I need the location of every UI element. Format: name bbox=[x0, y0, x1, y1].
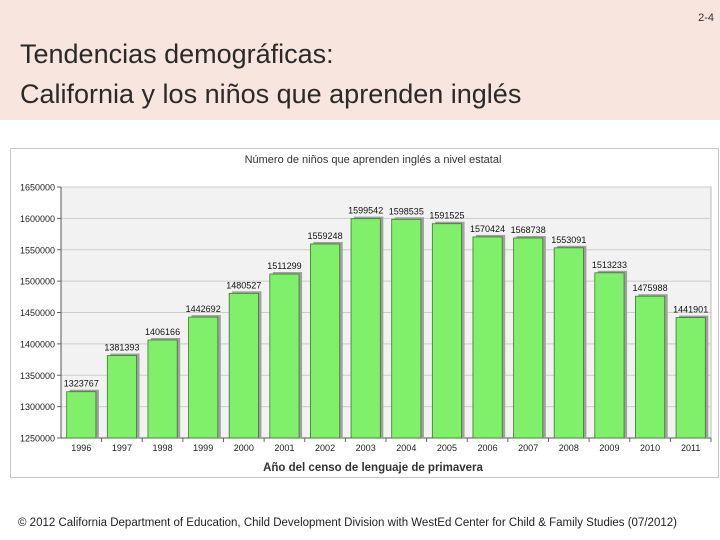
bar-value-label: 1513233 bbox=[592, 260, 627, 270]
slide-title: Tendencias demográficas: California y lo… bbox=[20, 34, 710, 114]
x-tick-label: 2004 bbox=[396, 443, 416, 453]
x-tick-label: 2009 bbox=[599, 443, 619, 453]
x-tick-label: 1997 bbox=[112, 443, 132, 453]
slide-title-line-2: California y los niños que aprenden ingl… bbox=[20, 79, 522, 109]
footer-credit: © 2012 California Department of Educatio… bbox=[18, 517, 677, 529]
slide-number: 2-4 bbox=[698, 12, 714, 24]
x-tick-label: 2001 bbox=[274, 443, 294, 453]
x-tick-label: 2011 bbox=[681, 443, 700, 453]
bar-value-label: 1511299 bbox=[267, 261, 301, 271]
bar-value-label: 1599542 bbox=[348, 206, 383, 216]
x-tick-label: 2003 bbox=[356, 443, 376, 453]
bar-value-label: 1570424 bbox=[470, 224, 505, 234]
bar-value-label: 1475988 bbox=[633, 283, 668, 293]
bar bbox=[431, 223, 462, 439]
bar bbox=[147, 339, 178, 439]
chart-container: Número de niños que aprenden inglés a ni… bbox=[10, 148, 719, 478]
bar-value-label: 1598535 bbox=[389, 206, 424, 216]
bar bbox=[635, 295, 666, 439]
y-tick-label: 1450000 bbox=[20, 308, 55, 318]
y-tick-label: 1350000 bbox=[20, 371, 55, 381]
y-tick-label: 1250000 bbox=[20, 434, 55, 444]
y-tick-label: 1500000 bbox=[20, 277, 55, 287]
bar-value-label: 1568738 bbox=[511, 225, 546, 235]
x-tick-label: 2005 bbox=[437, 443, 457, 453]
y-tick-label: 1550000 bbox=[20, 245, 55, 255]
bar-value-label: 1406166 bbox=[145, 327, 180, 337]
x-tick-label: 2008 bbox=[559, 443, 579, 453]
bar bbox=[675, 317, 706, 439]
chart-title: Número de niños que aprenden inglés a ni… bbox=[245, 154, 502, 166]
x-tick-label: 2010 bbox=[640, 443, 660, 453]
y-tick-label: 1300000 bbox=[20, 402, 55, 412]
plot-area: 1250000 1300000 1350000 1400000 1450000 15000… bbox=[20, 183, 712, 453]
y-tick-label: 1600000 bbox=[20, 214, 55, 224]
y-tick-label: 1400000 bbox=[20, 339, 55, 349]
bar-value-label: 1381393 bbox=[104, 343, 139, 353]
bar bbox=[594, 272, 625, 439]
bar-chart: Número de niños que aprenden inglés a ni… bbox=[20, 154, 712, 474]
x-tick-label: 2006 bbox=[478, 443, 498, 453]
bar bbox=[513, 237, 544, 439]
bar bbox=[310, 243, 341, 439]
bar bbox=[106, 355, 137, 439]
bar-value-label: 1441901 bbox=[673, 305, 708, 315]
bar-value-label: 1442692 bbox=[186, 304, 221, 314]
bar-value-label: 1553091 bbox=[551, 235, 586, 245]
bar-value-label: 1323767 bbox=[64, 379, 99, 389]
y-tick-label: 1650000 bbox=[20, 183, 55, 193]
bar bbox=[391, 218, 422, 439]
bar bbox=[269, 273, 300, 439]
x-tick-label: 1998 bbox=[153, 443, 173, 453]
x-tick-label: 1999 bbox=[193, 443, 213, 453]
bar-value-label: 1591525 bbox=[429, 211, 464, 221]
slide-title-line-1: Tendencias demográficas: bbox=[20, 39, 334, 69]
bar-value-label: 1480527 bbox=[226, 280, 261, 290]
bar bbox=[188, 316, 219, 439]
bar-value-label: 1559248 bbox=[308, 231, 343, 241]
bar bbox=[350, 218, 381, 439]
x-tick-label: 1996 bbox=[71, 443, 91, 453]
x-tick-label: 2002 bbox=[315, 443, 335, 453]
bar bbox=[553, 247, 584, 439]
x-axis-label: Año del censo de lenguaje de primavera bbox=[263, 462, 483, 474]
bar bbox=[66, 391, 97, 439]
x-tick-label: 2000 bbox=[234, 443, 254, 453]
bar bbox=[228, 292, 259, 439]
bar bbox=[472, 236, 503, 439]
x-tick-label: 2007 bbox=[518, 443, 538, 453]
